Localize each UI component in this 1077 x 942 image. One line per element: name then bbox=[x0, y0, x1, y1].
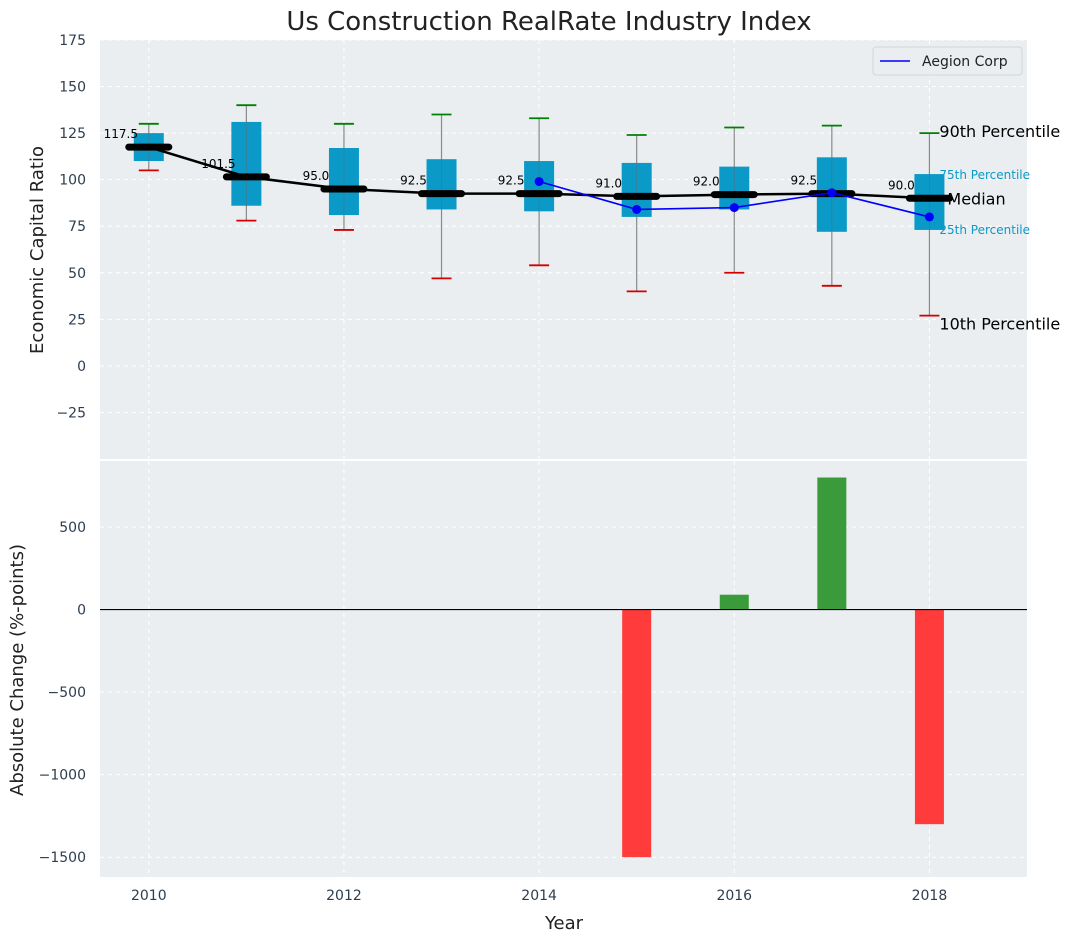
company-point bbox=[827, 188, 837, 198]
y-axis-label-bottom: Absolute Change (%-points) bbox=[7, 544, 28, 796]
change-bar bbox=[914, 609, 944, 825]
top-y-ticks: −25 0 25 50 75 100 125 150 175 bbox=[56, 33, 86, 421]
y-tick-label-bottom: −1500 bbox=[39, 850, 86, 866]
company-point bbox=[729, 203, 739, 213]
y-tick-label-bottom: 500 bbox=[59, 520, 86, 536]
y-tick-label-top: 50 bbox=[68, 266, 86, 282]
median-trend-line bbox=[148, 145, 930, 200]
median-value-labels: 117.5 101.5 95.0 92.5 92.5 91.0 92.0 92.5 90.0 bbox=[104, 127, 915, 192]
company-series bbox=[534, 177, 934, 222]
x-tick-label: 2010 bbox=[131, 888, 167, 904]
x-axis-label: Year bbox=[544, 913, 584, 934]
median-value-label: 91.0 bbox=[595, 176, 622, 190]
legend: Aegion Corp bbox=[872, 46, 1023, 76]
company-point bbox=[924, 212, 934, 222]
chart-title: Us Construction RealRate Industry Index bbox=[286, 7, 811, 37]
y-tick-label-top: 25 bbox=[68, 312, 86, 328]
y-axis-label-top: Economic Capital Ratio bbox=[27, 146, 48, 354]
median-trend bbox=[148, 145, 930, 200]
bar-series bbox=[622, 477, 944, 858]
label-median: Median bbox=[947, 189, 1005, 208]
y-tick-label-top: 75 bbox=[68, 219, 86, 235]
x-tick-label: 2018 bbox=[912, 888, 948, 904]
y-tick-label-top: −25 bbox=[56, 405, 86, 421]
x-tick-label: 2012 bbox=[326, 888, 362, 904]
bottom-y-ticks: −1500 −1000 −500 0 500 bbox=[39, 520, 86, 866]
change-bar bbox=[719, 594, 749, 610]
label-10th-percentile: 10th Percentile bbox=[939, 315, 1060, 334]
bottom-plot-area bbox=[100, 461, 1027, 877]
median-value-label: 92.0 bbox=[693, 175, 720, 189]
top-plot-area bbox=[100, 40, 1027, 459]
change-bar bbox=[622, 609, 652, 858]
y-tick-label-top: 125 bbox=[59, 126, 86, 142]
percentile-labels: 90th Percentile 75th Percentile Median 25th… bbox=[939, 122, 1060, 333]
y-tick-label-top: 150 bbox=[59, 80, 86, 96]
median-value-label: 92.5 bbox=[498, 174, 525, 188]
legend-box bbox=[872, 46, 1023, 76]
label-90th-percentile: 90th Percentile bbox=[939, 122, 1060, 141]
company-point bbox=[534, 177, 544, 187]
x-tick-label: 2014 bbox=[521, 888, 557, 904]
median-value-label: 92.5 bbox=[790, 174, 817, 188]
label-75th-percentile: 75th Percentile bbox=[939, 168, 1030, 182]
change-bar bbox=[817, 477, 847, 610]
y-tick-label-bottom: −1000 bbox=[39, 768, 86, 784]
x-tick-label: 2016 bbox=[716, 888, 752, 904]
y-tick-label-top: 0 bbox=[77, 359, 86, 375]
median-value-label: 117.5 bbox=[104, 127, 138, 141]
y-tick-label-top: 175 bbox=[59, 33, 86, 49]
median-value-label: 92.5 bbox=[400, 174, 427, 188]
label-25th-percentile: 25th Percentile bbox=[939, 223, 1030, 237]
legend-entry-label: Aegion Corp bbox=[922, 54, 1008, 70]
x-ticks: 2010 2012 2014 2016 2018 bbox=[131, 888, 947, 904]
y-tick-label-bottom: −500 bbox=[48, 685, 86, 701]
y-tick-label-top: 100 bbox=[59, 173, 86, 189]
median-value-label: 101.5 bbox=[201, 157, 235, 171]
y-tick-label-bottom: 0 bbox=[77, 603, 86, 619]
median-value-label: 95.0 bbox=[303, 169, 330, 183]
company-point bbox=[632, 204, 642, 214]
median-value-label: 90.0 bbox=[888, 178, 915, 192]
